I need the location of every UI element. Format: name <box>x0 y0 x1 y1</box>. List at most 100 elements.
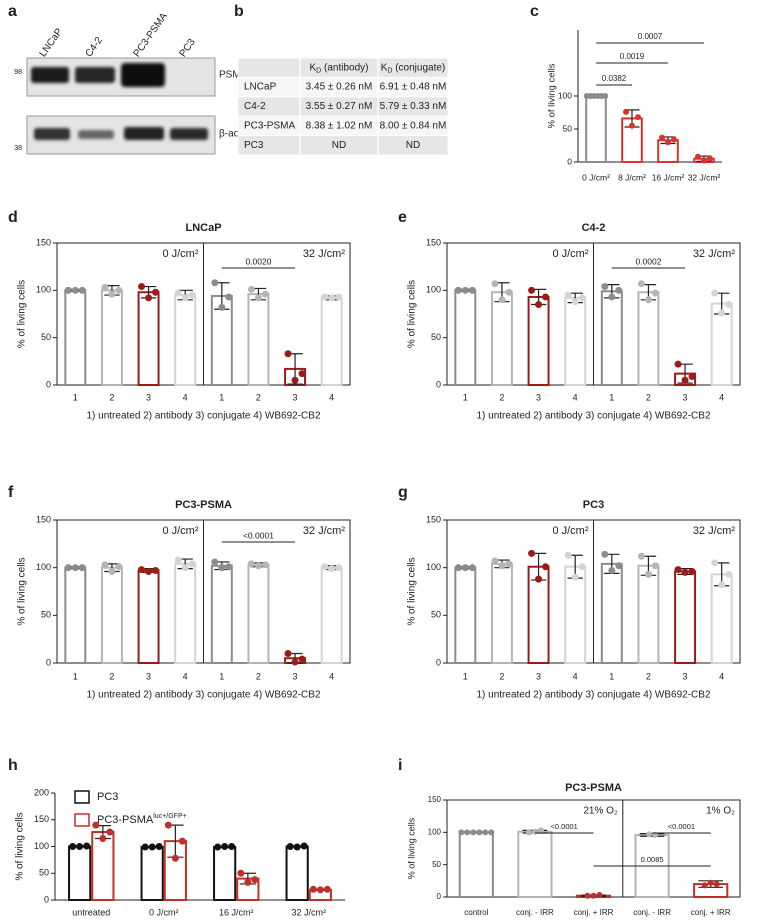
data-point <box>298 370 306 378</box>
data-point <box>707 155 713 162</box>
data-point <box>701 157 707 164</box>
bar <box>285 845 309 901</box>
y-tick-label: 100 <box>36 285 51 295</box>
chart-title: PC3-PSMA <box>175 499 232 511</box>
bar <box>490 291 513 386</box>
legend-name: PC3 <box>97 791 118 803</box>
table-cell: ND <box>406 140 420 151</box>
panel-label: c <box>530 3 539 20</box>
table-cell: 3.45 ± 0.26 nM <box>306 82 373 93</box>
data-point <box>254 562 262 570</box>
data-point <box>148 843 156 851</box>
data-point <box>64 564 72 572</box>
x-tick-label: 4 <box>573 671 578 681</box>
data-point <box>101 561 109 569</box>
data-point <box>637 280 645 288</box>
data-point <box>108 567 116 575</box>
data-point <box>644 296 652 304</box>
data-point <box>221 843 229 850</box>
annotation: 32 J/cm² <box>303 525 346 537</box>
marker-label: 98 <box>14 69 22 76</box>
bar <box>454 289 477 387</box>
data-point <box>468 564 476 572</box>
data-point <box>701 882 708 889</box>
bar <box>490 562 513 664</box>
x-tick-label: 3 <box>293 392 298 402</box>
x-axis-label: 1) untreated 2) antibody 3) conjugate 4)… <box>476 411 710 422</box>
protein-label: PSMA <box>219 70 248 81</box>
panel-label: b <box>234 3 244 20</box>
x-tick-label: 3 <box>536 392 541 402</box>
data-point <box>225 293 233 301</box>
p-value: <0.0001 <box>668 822 695 831</box>
annotation: 0 J/cm² <box>162 248 198 260</box>
x-tick-label: 3 <box>536 671 541 681</box>
data-point <box>309 885 317 893</box>
x-tick-label: 4 <box>183 392 188 402</box>
bar <box>600 562 623 664</box>
x-tick-label: 1 <box>463 671 468 681</box>
table-cell: C4-2 <box>244 101 266 112</box>
annotation: 1% O₂ <box>706 806 735 817</box>
data-point <box>225 563 233 571</box>
data-point <box>78 286 86 294</box>
data-point <box>174 289 182 297</box>
data-point <box>291 376 299 384</box>
data-point <box>491 557 499 565</box>
legend-name: PC3-PSMA <box>97 814 154 826</box>
bar <box>100 566 123 665</box>
table-header: KD (antibody) <box>310 62 369 74</box>
blot-band <box>170 128 208 140</box>
data-point <box>665 139 671 146</box>
data-point <box>537 827 544 834</box>
x-tick-label: 4 <box>573 392 578 402</box>
y-tick-label: 150 <box>36 237 51 247</box>
p-value: <0.0001 <box>551 822 578 831</box>
data-point <box>76 843 84 850</box>
x-tick-label: 8 J/cm² <box>618 172 646 182</box>
data-point <box>615 562 623 570</box>
p-value: 0.0382 <box>602 74 627 83</box>
chart-title: LNCaP <box>185 222 221 234</box>
table-cell: LNCaP <box>244 82 277 93</box>
legend-label: PC3-PSMAluc+/GFP+ <box>97 813 187 826</box>
data-point <box>92 821 100 829</box>
panel-label: a <box>8 3 17 20</box>
data-point <box>115 563 123 571</box>
lane-label: PC3-PSMA <box>132 11 171 59</box>
legend-swatch <box>74 790 90 804</box>
x-tick-label: 2 <box>109 671 114 681</box>
x-tick-label: 2 <box>499 671 504 681</box>
bar <box>247 563 270 664</box>
x-tick-label: 4 <box>719 392 724 402</box>
y-tick-label: 100 <box>558 90 572 100</box>
data-point <box>106 828 114 836</box>
data-point <box>145 567 153 575</box>
y-tick-label: 150 <box>428 795 442 804</box>
data-point <box>99 834 107 842</box>
data-point <box>681 568 689 576</box>
data-point <box>458 829 465 836</box>
y-tick-label: 100 <box>426 285 441 295</box>
annotation: 32 J/cm² <box>303 248 346 260</box>
data-point <box>602 93 609 99</box>
data-point <box>328 565 336 573</box>
x-tick-label: untreated <box>72 907 110 917</box>
data-point <box>454 564 462 572</box>
data-point <box>671 136 677 143</box>
bar <box>564 565 587 664</box>
data-point <box>291 658 299 666</box>
y-axis-label: % of living cells <box>407 280 418 348</box>
y-tick-label: 50 <box>432 860 441 869</box>
annotation: 0 J/cm² <box>552 248 588 260</box>
data-point <box>651 289 659 297</box>
data-point <box>601 283 609 291</box>
header-main: K <box>310 62 317 73</box>
data-point <box>718 309 726 317</box>
data-point <box>725 570 733 578</box>
data-point <box>498 296 506 304</box>
y-tick-label: 200 <box>34 787 49 797</box>
data-point <box>505 560 513 568</box>
header-rest: (antibody) <box>321 62 368 73</box>
